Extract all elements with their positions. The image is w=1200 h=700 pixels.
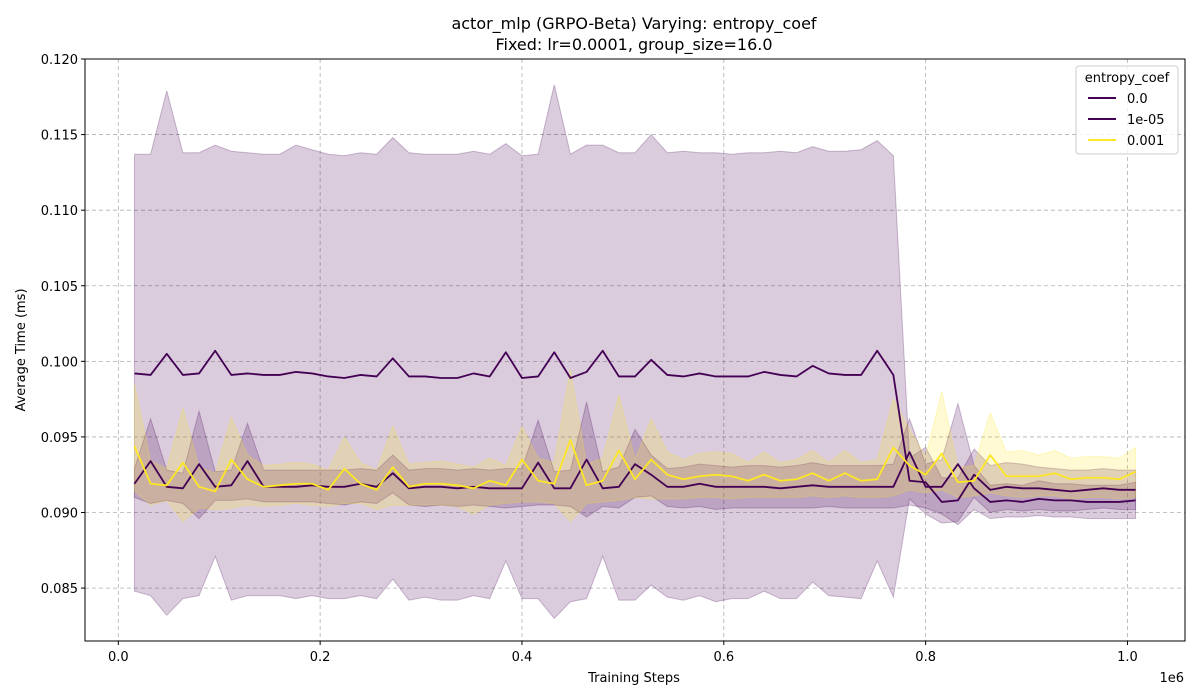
series-line-1 [133,451,1136,503]
y-tick-label: 0.095 [41,431,78,446]
ticks: 0.0 0.2 0.4 0.6 0.8 1.0 0.085 0.090 0.095 0.100 0.… [41,53,1138,665]
legend-items: 0.0 1e-05 0.001 [1088,92,1165,149]
x-axis-label: Training Steps [587,671,680,686]
y-tick-label: 0.100 [41,355,78,370]
confidence-band-2 [133,368,1137,523]
legend-title: entropy_coef [1085,71,1170,86]
chart-title: actor_mlp (GRPO-Beta) Varying: entropy_c… [451,14,816,34]
series-lines [133,349,1136,503]
x-tick-label: 0.8 [915,650,936,665]
x-tick-label: 0.6 [713,650,734,665]
x-tick-label: 1.0 [1117,650,1138,665]
x-tick-label: 0.2 [310,650,331,665]
y-tick-label: 0.105 [41,280,78,295]
legend-label: 1e-05 [1127,113,1165,128]
y-tick-label: 0.110 [41,204,78,219]
x-tick-label: 0.0 [108,650,129,665]
y-tick-label: 0.085 [41,582,78,597]
x-axis-scale-label: 1e6 [1159,671,1184,686]
legend-label: 0.0 [1127,92,1148,107]
legend-box [1075,65,1179,155]
y-axis-label: Average Time (ms) [14,288,29,411]
series-line-2 [133,439,1136,493]
plot-frame [84,58,1186,642]
confidence-band-0 [133,84,1137,620]
legend: entropy_coef 0.0 1e-05 0.001 [1075,65,1179,155]
series-line-0 [134,349,1136,503]
x-tick-label: 0.4 [512,650,533,665]
y-tick-label: 0.090 [41,507,78,522]
legend-label: 0.001 [1127,134,1164,149]
y-tick-label: 0.120 [41,53,78,68]
y-tick-label: 0.115 [41,129,78,144]
plot-area [85,59,1185,641]
chart-subtitle: Fixed: lr=0.0001, group_size=16.0 [495,35,772,55]
